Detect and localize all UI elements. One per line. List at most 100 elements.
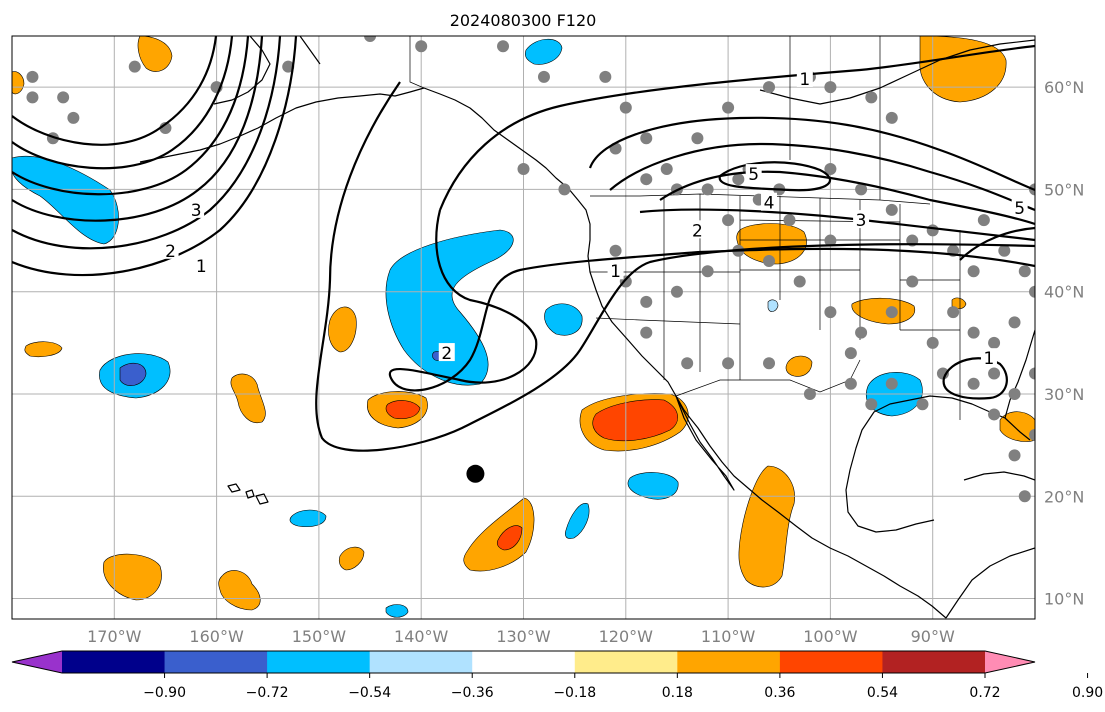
colorbar-segment: [267, 651, 371, 673]
anomaly-region: [496, 525, 523, 551]
coastline-caribbean: [963, 471, 1035, 481]
anomaly-region: [12, 71, 25, 95]
anomaly-shading: [12, 36, 1035, 618]
contour-label-bg: [761, 192, 778, 211]
stipple-dot: [947, 306, 960, 319]
contour-ne-4: [659, 170, 1035, 226]
stipple-dot: [1029, 367, 1035, 380]
stipple-dot: [1008, 316, 1021, 329]
stipple-dot: [517, 162, 530, 175]
stipple-dot: [732, 173, 745, 186]
stipple-dot: [998, 244, 1011, 257]
stipple-dot: [1029, 285, 1035, 298]
stipple-dot: [670, 285, 683, 298]
contour-west-2: [12, 36, 282, 250]
longitude-label: 110°W: [701, 627, 756, 646]
stipple-dot: [57, 91, 70, 104]
colorbar-segment: [62, 651, 166, 673]
colorbar-tick-label: 0.90: [1072, 685, 1103, 701]
location-marker: [466, 464, 485, 483]
anomaly-region: [137, 36, 173, 72]
contour-label: 2: [441, 344, 452, 364]
stipple-dot: [599, 70, 612, 83]
longitude-label: 90°W: [911, 627, 955, 646]
anomaly-region: [385, 400, 421, 419]
stipple-dot: [722, 357, 735, 370]
anomaly-region: [218, 570, 261, 611]
stipple-dot: [885, 377, 898, 390]
latitude-label: 20°N: [1044, 487, 1084, 506]
colorbar-segment: [369, 651, 473, 673]
contour-label: 2: [165, 242, 176, 262]
anomaly-region: [851, 297, 916, 325]
anomaly-region: [463, 497, 535, 572]
stipple-dot: [855, 326, 868, 339]
stipple-dot: [865, 398, 878, 411]
anomaly-region: [785, 355, 813, 377]
stipple-dot: [763, 255, 776, 268]
stipple-dot: [364, 36, 377, 42]
coastline-hawaii: [227, 483, 269, 505]
stipple-dot: [537, 70, 550, 83]
contour-west-5: [12, 36, 234, 170]
stipple-dot: [803, 387, 816, 400]
contour-label-bg: [188, 199, 205, 218]
stipple-dot: [988, 367, 1001, 380]
stipple-dot: [977, 214, 990, 227]
contour-west-6: [12, 36, 218, 146]
stipple-dot: [640, 173, 653, 186]
stipple-dot: [26, 91, 39, 104]
longitude-label: 130°W: [496, 627, 551, 646]
colorbar-outline: [11, 650, 1036, 674]
stipple-dot: [763, 81, 776, 94]
contour-label-bg: [607, 261, 624, 280]
stipple-dot: [609, 244, 622, 257]
stipple-dot: [1018, 265, 1031, 278]
colorbar-segment: [472, 651, 576, 673]
stipple-dot: [701, 183, 714, 196]
latitude-label: 40°N: [1044, 283, 1084, 302]
contour-label-bg: [796, 68, 813, 87]
contour-label: 4: [764, 194, 775, 214]
stipple-dot: [1008, 449, 1021, 462]
contour-ne-2: [588, 116, 1035, 192]
stipple-dot: [640, 295, 653, 308]
stipple-dot: [967, 265, 980, 278]
anomaly-region: [385, 229, 514, 386]
anomaly-region: [338, 546, 365, 571]
stipple-dot: [640, 326, 653, 339]
stipple-dot: [885, 203, 898, 216]
stipple-dot: [497, 40, 510, 53]
anomaly-region: [524, 38, 563, 65]
contour-label: 5: [1014, 199, 1025, 219]
contour-label-bg: [162, 240, 179, 259]
contour-ne-6: [639, 208, 1035, 242]
contour-label-bg: [1011, 197, 1028, 216]
longitude-label: 150°W: [292, 627, 347, 646]
longitude-label: 100°W: [803, 627, 858, 646]
colorbar-tick-label: 0.72: [969, 685, 1000, 701]
stipple-dot: [885, 111, 898, 124]
plot-title: 2024080300 F120: [450, 11, 597, 30]
contour-west-3: [12, 36, 264, 222]
contour-label: 3: [191, 201, 202, 221]
contour-label-bg: [438, 343, 455, 362]
stipple-dot: [67, 111, 80, 124]
stipple-dot: [783, 214, 796, 227]
stipple-dot: [1029, 428, 1035, 441]
stipple-dot: [865, 91, 878, 104]
colorbar-tick-label: 0.54: [867, 685, 898, 701]
coastline-baja: [675, 395, 735, 491]
anomaly-region: [103, 553, 162, 601]
stipple-dot: [926, 224, 939, 237]
stipple-dot: [1008, 387, 1021, 400]
colorbar-tick-label: −0.18: [553, 685, 596, 701]
anomaly-region: [119, 362, 147, 386]
stipple-dot: [793, 275, 806, 288]
stipple-dot: [926, 336, 939, 349]
contour-label: 1: [799, 70, 810, 90]
contour-trough-1: [315, 81, 1035, 452]
stipple-dot: [619, 101, 632, 114]
stipple-dot: [844, 347, 857, 360]
graticule: [12, 36, 1035, 619]
